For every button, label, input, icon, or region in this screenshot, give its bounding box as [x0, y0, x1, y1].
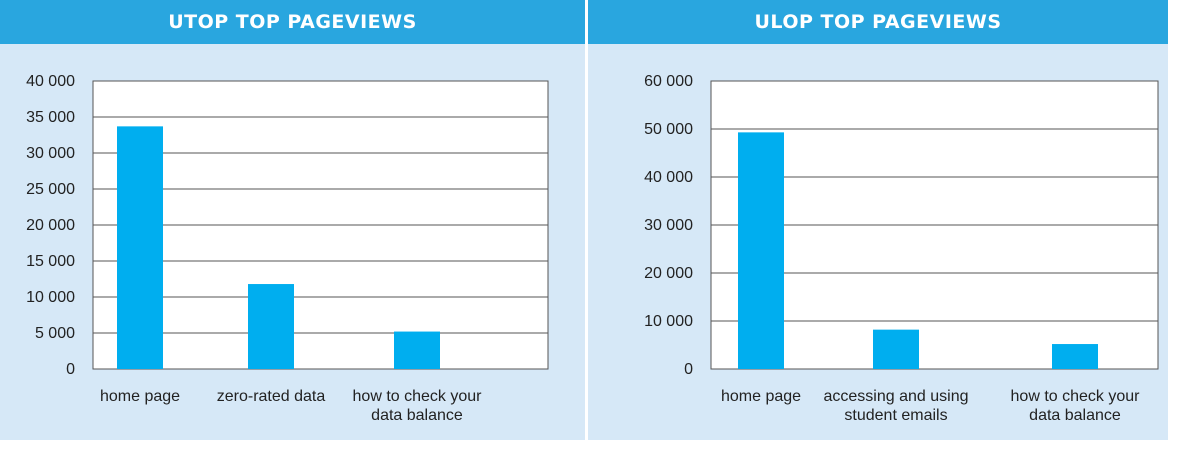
utop-y-tick-label: 20 000 — [26, 217, 75, 234]
utop-plot-frame — [92, 80, 549, 370]
ulop-y-tick-label: 60 000 — [644, 73, 693, 90]
ulop-panel: ULOP TOP PAGEVIEWS 0 10 000 20 000 30 000 40… — [588, 0, 1168, 440]
ulop-bar — [873, 329, 919, 369]
ulop-category-label: how to check your data balance — [1011, 388, 1141, 424]
utop-y-tick-label: 30 000 — [26, 145, 75, 162]
utop-category-label: how to check your data balance — [353, 388, 483, 424]
ulop-bar-chart: 0 10 000 20 000 30 000 40 000 50 000 60 000 hom… — [644, 73, 1159, 424]
utop-category-label: zero-rated data — [217, 388, 326, 405]
utop-bar — [117, 126, 163, 369]
ulop-y-tick-label: 0 — [684, 361, 693, 378]
ulop-bar — [738, 132, 784, 369]
ulop-y-tick-label: 50 000 — [644, 121, 693, 138]
utop-category-label: home page — [100, 388, 180, 405]
utop-bar-chart: 0 5 000 10 000 15 000 20 000 25 000 30 000 35 0… — [26, 73, 549, 424]
utop-y-tick-label: 5 000 — [35, 325, 75, 342]
ulop-bar — [1052, 344, 1098, 369]
ulop-category-label: accessing and using student emails — [824, 388, 969, 424]
ulop-y-tick-label: 30 000 — [644, 217, 693, 234]
utop-y-tick-label: 40 000 — [26, 73, 75, 90]
utop-y-tick-label: 25 000 — [26, 181, 75, 198]
ulop-chart-title: ULOP TOP PAGEVIEWS — [588, 0, 1168, 44]
ulop-category-label: home page — [721, 388, 801, 405]
utop-y-tick-label: 10 000 — [26, 289, 75, 306]
utop-bar — [394, 331, 440, 369]
ulop-y-tick-label: 40 000 — [644, 169, 693, 186]
ulop-plot-frame — [710, 80, 1159, 370]
utop-chart-title: UTOP TOP PAGEVIEWS — [0, 0, 585, 44]
utop-panel: UTOP TOP PAGEVIEWS 0 5 000 10 000 15 000 20 … — [0, 0, 585, 440]
ulop-y-tick-label: 10 000 — [644, 313, 693, 330]
utop-bar — [248, 284, 294, 369]
utop-y-tick-label: 15 000 — [26, 253, 75, 270]
utop-y-tick-label: 0 — [66, 361, 75, 378]
utop-y-tick-label: 35 000 — [26, 109, 75, 126]
ulop-y-tick-label: 20 000 — [644, 265, 693, 282]
